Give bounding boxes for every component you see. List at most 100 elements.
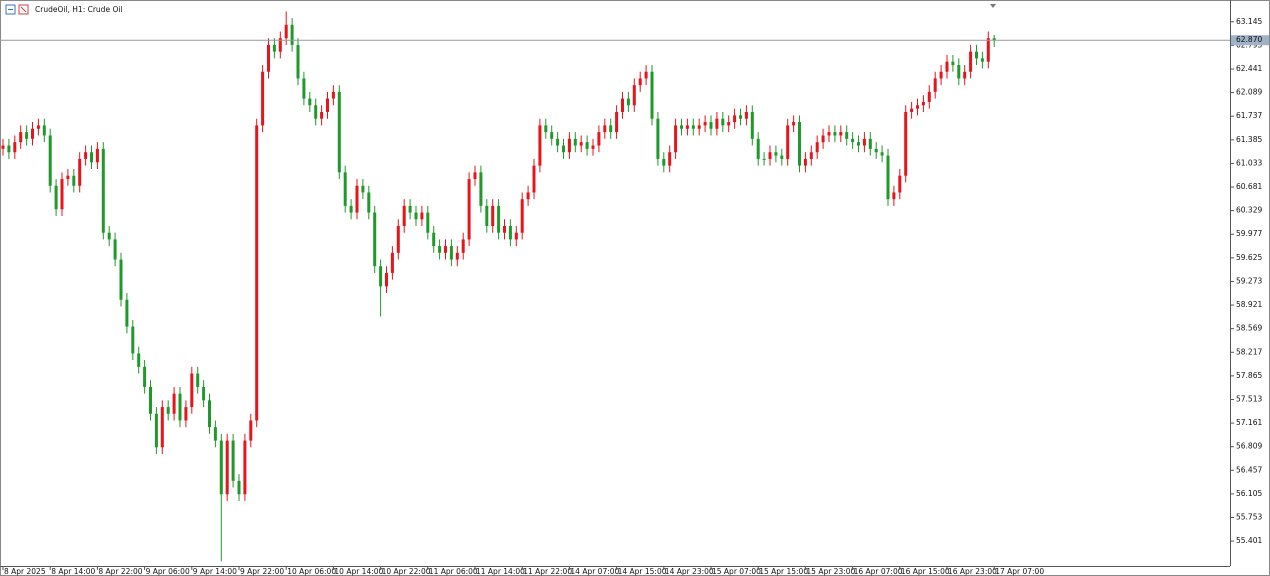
candle-body — [957, 65, 961, 79]
candle-body — [314, 105, 318, 119]
y-tick-label: 59.625 — [1236, 253, 1262, 262]
y-tick-label: 58.217 — [1236, 347, 1262, 356]
candle-body — [42, 125, 46, 136]
candle-body — [255, 125, 259, 421]
candle-body — [154, 413, 158, 448]
candle-body — [143, 366, 147, 387]
candle-body — [444, 246, 447, 253]
candle-body — [390, 252, 394, 273]
candle-body — [727, 122, 731, 126]
candle-body — [573, 138, 577, 146]
candle-body — [467, 179, 471, 240]
y-tick-label: 62.089 — [1236, 88, 1262, 97]
y-tick-label: 55.753 — [1236, 513, 1262, 522]
candle-body — [550, 132, 554, 139]
candle-body — [786, 125, 790, 159]
candle-body — [13, 142, 17, 153]
y-tick-label: 60.681 — [1236, 182, 1262, 191]
candle-body — [626, 98, 630, 106]
y-tick-label: 56.809 — [1236, 442, 1262, 451]
candle-body — [916, 105, 919, 109]
candle-body — [331, 91, 335, 99]
candle-body — [396, 225, 400, 253]
x-tick-label: 14 Apr 15:00 — [618, 567, 667, 576]
candle-body — [644, 71, 648, 79]
candle-body — [449, 246, 453, 260]
candle-body — [792, 122, 796, 126]
candle-body — [880, 152, 884, 156]
candle-body — [491, 205, 495, 226]
candle-body — [125, 299, 129, 327]
candle-body — [508, 225, 512, 240]
candle-body — [798, 122, 801, 166]
candle-body — [709, 122, 713, 129]
candle-body — [66, 175, 70, 180]
x-tick-label: 16 Apr 07:00 — [854, 567, 903, 576]
candle-body — [149, 386, 152, 414]
candle-body — [857, 142, 860, 146]
y-tick-label: 63.145 — [1236, 17, 1262, 26]
candle-body — [278, 38, 282, 52]
candle-body — [166, 407, 170, 414]
x-tick-label: 11 Apr 22:00 — [523, 567, 572, 576]
candle-body — [137, 353, 141, 367]
candle-body — [691, 125, 695, 129]
candle-body — [355, 185, 359, 213]
candle-body — [379, 266, 383, 287]
candle-body — [284, 24, 288, 39]
candle-body — [562, 145, 565, 153]
y-tick-label: 60.329 — [1236, 206, 1262, 215]
candle-body — [780, 155, 784, 159]
candle-body — [349, 205, 353, 213]
candle-body — [302, 78, 306, 99]
candle-body — [662, 158, 666, 166]
candle-body — [803, 158, 807, 166]
candle-body — [721, 118, 725, 126]
candle-body — [361, 185, 365, 193]
x-tick-label: 9 Apr 22:00 — [240, 567, 284, 576]
candle-body — [178, 393, 182, 421]
candle-body — [904, 111, 908, 176]
candle-body — [107, 232, 111, 240]
candle-body — [933, 78, 937, 92]
candle-body — [54, 185, 58, 210]
candle-body — [886, 155, 890, 200]
candle-body — [868, 138, 872, 149]
shift-marker — [990, 4, 996, 8]
candle-body — [833, 132, 837, 136]
candle-body — [980, 58, 984, 62]
candle-body — [579, 142, 583, 146]
x-tick-label: 10 Apr 22:00 — [382, 567, 431, 576]
candle-body — [621, 98, 624, 112]
candle-body — [213, 427, 217, 441]
candle-body — [19, 132, 23, 143]
candle-body — [851, 138, 855, 143]
y-tick-label: 56.105 — [1236, 489, 1262, 498]
x-tick-label: 9 Apr 14:00 — [193, 567, 237, 576]
candle-body — [7, 145, 11, 153]
candle-body — [31, 128, 34, 139]
candle-body — [821, 135, 825, 143]
candle-body — [715, 118, 719, 129]
candle-body — [119, 259, 123, 300]
candle-body — [1, 145, 5, 149]
candle-body — [60, 179, 64, 210]
candle-body — [202, 386, 206, 401]
candle-body — [326, 98, 329, 112]
x-tick-label: 15 Apr 23:00 — [806, 567, 855, 576]
candle-body — [426, 212, 430, 233]
x-tick-label: 10 Apr 14:00 — [334, 567, 383, 576]
y-tick-label: 61.737 — [1236, 111, 1262, 120]
candle-body — [750, 111, 754, 139]
candle-body — [733, 115, 737, 123]
candle-body — [414, 212, 418, 220]
candle-body — [969, 51, 973, 72]
candle-body — [697, 125, 701, 129]
candle-body — [532, 165, 536, 193]
candle-body — [219, 440, 223, 495]
candle-body — [768, 152, 772, 159]
candle-body — [910, 108, 914, 112]
candle-body — [656, 118, 660, 159]
candle-body — [827, 132, 831, 136]
